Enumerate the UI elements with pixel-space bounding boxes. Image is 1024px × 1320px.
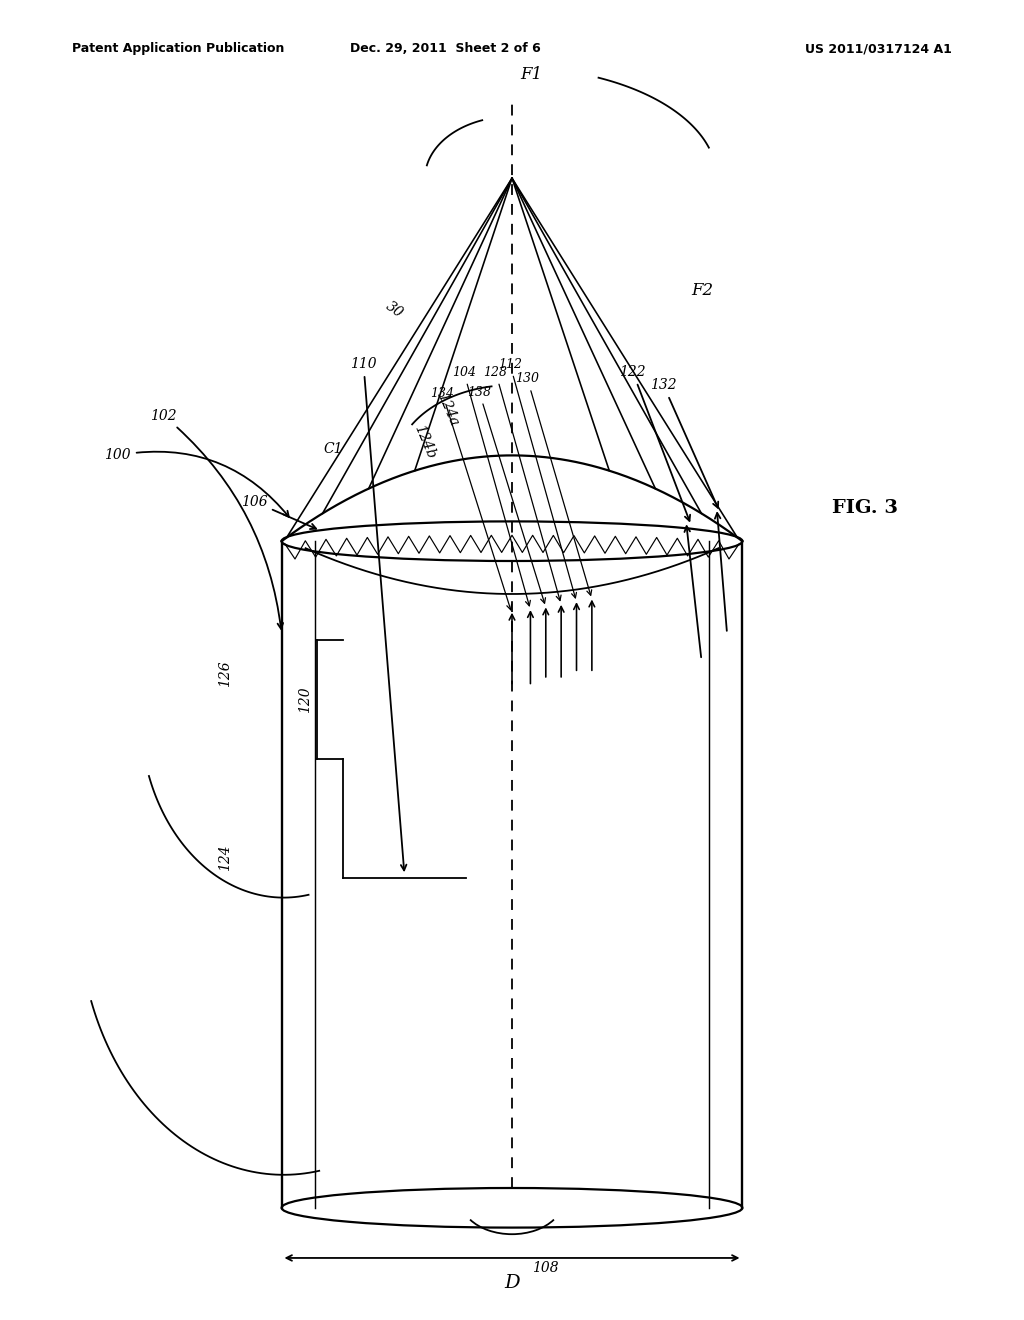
Text: FIG. 3: FIG. 3: [833, 499, 898, 517]
Text: F2: F2: [691, 282, 714, 298]
Text: 134: 134: [430, 387, 512, 610]
Text: C1: C1: [323, 442, 343, 455]
Text: 112: 112: [498, 358, 577, 598]
Text: 100: 100: [104, 449, 289, 517]
Text: 124b: 124b: [412, 424, 438, 461]
Text: 126: 126: [218, 660, 232, 686]
Text: 120: 120: [298, 686, 312, 713]
Text: 124: 124: [218, 845, 232, 871]
Text: 106: 106: [241, 495, 316, 529]
Text: Dec. 29, 2011  Sheet 2 of 6: Dec. 29, 2011 Sheet 2 of 6: [350, 42, 541, 55]
Text: F1: F1: [520, 66, 543, 83]
Text: Patent Application Publication: Patent Application Publication: [72, 42, 284, 55]
Text: 110: 110: [350, 358, 407, 870]
Text: 108: 108: [532, 1261, 559, 1275]
Text: 130: 130: [515, 372, 592, 595]
Text: 132: 132: [650, 379, 718, 508]
Text: 122: 122: [620, 366, 690, 521]
Text: 104: 104: [452, 366, 530, 606]
Text: US 2011/0317124 A1: US 2011/0317124 A1: [806, 42, 952, 55]
Text: 138: 138: [467, 385, 546, 603]
Text: 102: 102: [151, 409, 283, 628]
Text: 30: 30: [383, 300, 406, 321]
Text: D: D: [504, 1274, 520, 1292]
Text: 128: 128: [483, 366, 561, 601]
Text: 124a: 124a: [434, 391, 461, 428]
